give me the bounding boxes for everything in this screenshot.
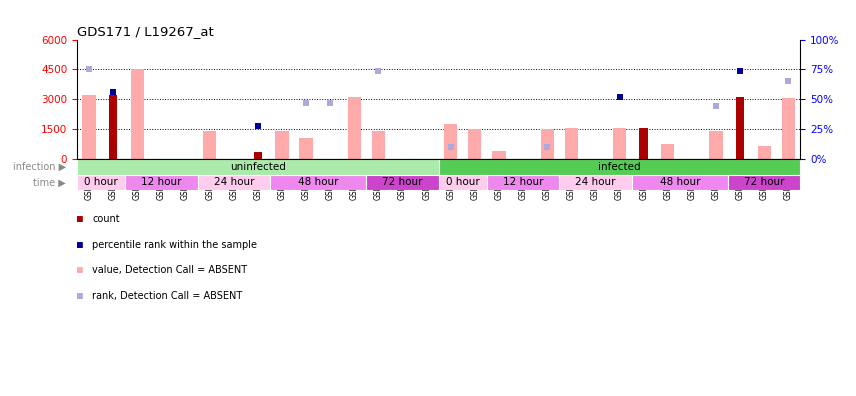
Text: ■: ■ [77, 214, 83, 224]
Text: 12 hour: 12 hour [141, 177, 181, 187]
Text: time ▶: time ▶ [33, 177, 66, 187]
Bar [492, 151, 506, 159]
Text: count: count [92, 214, 120, 224]
Point [324, 100, 337, 107]
Bar [125, 175, 198, 190]
Bar [82, 95, 96, 159]
Point [82, 66, 96, 72]
Point [613, 94, 627, 101]
Bar [203, 131, 217, 159]
Text: 0 hour: 0 hour [84, 177, 118, 187]
Bar [276, 131, 288, 159]
Bar [438, 175, 487, 190]
Bar [77, 175, 125, 190]
Point [734, 68, 747, 74]
Text: 0 hour: 0 hour [446, 177, 479, 187]
Bar [736, 97, 745, 159]
Bar [639, 128, 648, 159]
Point [782, 78, 795, 85]
Bar [109, 95, 117, 159]
Point [540, 144, 554, 150]
Text: ■: ■ [77, 265, 83, 275]
Text: 48 hour: 48 hour [660, 177, 700, 187]
Text: infection ▶: infection ▶ [13, 162, 66, 172]
Text: ■: ■ [77, 240, 83, 249]
Bar [541, 129, 554, 159]
Bar [366, 175, 438, 190]
Text: ■: ■ [77, 291, 83, 301]
Text: value, Detection Call = ABSENT: value, Detection Call = ABSENT [92, 265, 247, 275]
Point [709, 103, 722, 109]
Bar [782, 98, 795, 159]
Text: uninfected: uninfected [230, 162, 286, 172]
Point [251, 123, 265, 129]
Text: rank, Detection Call = ABSENT: rank, Detection Call = ABSENT [92, 291, 243, 301]
Point [444, 144, 458, 150]
Bar [565, 128, 578, 159]
Bar [758, 146, 770, 159]
Bar [300, 138, 312, 159]
Bar [632, 175, 728, 190]
Bar [198, 175, 270, 190]
Bar [253, 152, 262, 159]
Bar [661, 144, 675, 159]
Bar [710, 131, 722, 159]
Bar [348, 97, 361, 159]
Bar [613, 128, 626, 159]
Bar [487, 175, 559, 190]
Text: 72 hour: 72 hour [383, 177, 423, 187]
Bar [438, 159, 800, 175]
Text: 72 hour: 72 hour [744, 177, 784, 187]
Bar [131, 69, 144, 159]
Point [372, 68, 385, 74]
Bar [444, 124, 457, 159]
Text: 48 hour: 48 hour [298, 177, 338, 187]
Text: infected: infected [598, 162, 641, 172]
Bar [372, 131, 385, 159]
Point [300, 100, 313, 107]
Bar [728, 175, 800, 190]
Text: 12 hour: 12 hour [502, 177, 544, 187]
Bar [270, 175, 366, 190]
Bar [468, 129, 481, 159]
Bar [77, 159, 439, 175]
Point [106, 89, 120, 95]
Text: percentile rank within the sample: percentile rank within the sample [92, 240, 258, 249]
Text: 24 hour: 24 hour [213, 177, 254, 187]
Text: GDS171 / L19267_at: GDS171 / L19267_at [77, 25, 214, 38]
Bar [559, 175, 632, 190]
Bar [77, 159, 800, 175]
Text: 24 hour: 24 hour [575, 177, 615, 187]
